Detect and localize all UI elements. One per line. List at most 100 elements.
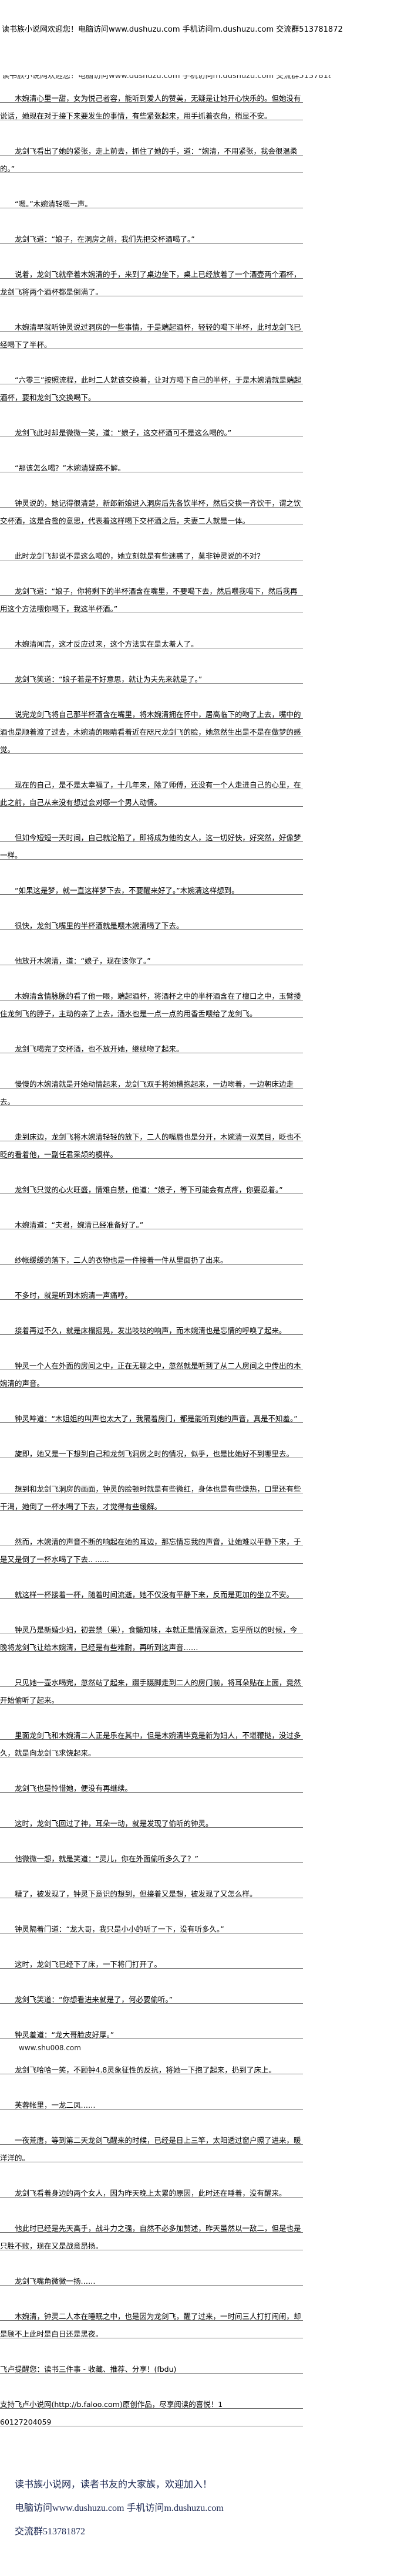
paragraph: 龙剑飞只觉的心火旺盛，情难自禁，他道：“娘子，等下可能会有点疼，你要忍着。” — [0, 1177, 303, 1194]
paragraph-text: 他此时已经是先天高手，战斗力之强，自然不必多加赘述，昨天虽然以一敌二，但是也是只… — [0, 2224, 301, 2250]
paragraph-text: 钟灵一个人在外面的房间之中，正在无聊之中，忽然就是听到了从二人房间之中传出的木婉… — [0, 1361, 301, 1388]
paragraph: 想到和龙剑飞洞房的画面，钟灵的脸顿时就是有些微红，身体也是有些燥热，口里还有些干… — [0, 1476, 303, 1511]
paragraph: 这时，龙剑飞回过了神，耳朵一动，就是发现了偷听的钟灵。 — [0, 1810, 303, 1828]
site-banner: 读书族小说网欢迎您！电脑访问www.dushuzu.com 手机访问m.dush… — [2, 25, 343, 34]
paragraph: 钟灵乃是新婚少妇，初尝禁（果），食髓知味，本就正是情深意浓，忘乎所以的时候，今晚… — [0, 1617, 303, 1652]
paragraph-text: 龙剑飞看着身边的两个女人，因为昨天晚上太累的原因，此时还在睡着，没有醒来。 — [15, 2189, 287, 2198]
paragraph: 木婉清闻言，这才反应过来，这个方法实在是太羞人了。 — [0, 631, 303, 648]
paragraph: 纱帐缓缓的落下，二人的衣物也是一件接着一件从里面扔了出来。 — [0, 1247, 303, 1265]
paragraph: 支持飞卢小说网(http://b.faloo.com)原创作品，尽享阅读的喜悦！… — [0, 2391, 303, 2426]
paragraph: 龙剑飞嘴角微微一扬…… — [0, 2268, 303, 2286]
paragraph-text: 不多时，就是听到木婉清一声痛哼。 — [15, 1291, 133, 1300]
paragraph: 说着，龙剑飞就牵着木婉清的手，来到了桌边坐下，桌上已经放着了一个酒壶两个酒杯，龙… — [0, 261, 303, 296]
paragraph-text: 旋即，她又是一下想到自己和龙剑飞洞房之时的情况，似乎，也是比她好不到哪里去。 — [15, 1449, 294, 1458]
paragraph-text: 说完龙剑飞将自己那半杯酒含在嘴里，将木婉清拥在怀中，居高临下的吻了上去，嘴中的酒… — [0, 710, 301, 754]
paragraph: 龙剑飞喝完了交杯酒，也不放开她，继续吻了起来。 — [0, 1036, 303, 1053]
paragraph: 钟灵隔着门道：“龙大哥，我只是小小的听了一下，没有听多久。” — [0, 1916, 303, 1933]
paragraph-text: 木婉清含情脉脉的看了他一眼，端起酒杯，将酒杯之中的半杯酒含在了檀口之中，玉臂搂住… — [0, 992, 301, 1018]
paragraph: 他放开木婉清，道：“娘子，现在该你了。” — [0, 948, 303, 965]
paragraph-text: 纱帐缓缓的落下，二人的衣物也是一件接着一件从里面扔了出来。 — [15, 1256, 228, 1265]
paragraph: 走到床边，龙剑飞将木婉清轻轻的放下，二人的嘴唇也是分开，木婉清一双美目，眨也不眨… — [0, 1124, 303, 1159]
site-banner-cropped-text: 读书族小说网欢迎您！电脑访问www.dushuzu.com 手机访问m.dush… — [2, 75, 331, 80]
paragraph-text: 龙剑飞道：“娘子，在洞房之前，我们先把交杯酒喝了。” — [15, 235, 195, 244]
paragraph-text: 钟灵羞道：“龙大哥脸皮好厚。” — [15, 2030, 114, 2039]
paragraph: 木婉清，钟灵二人本在睡眠之中，也是因为龙剑飞，醒了过来，一时间三人打打闹闹，却是… — [0, 2303, 303, 2338]
paragraph-text: “六零三”按照流程，此时二人就该交换着，让对方喝下自己的半杯，于是木婉清就是端起… — [0, 376, 301, 402]
paragraph: 钟灵一个人在外面的房间之中，正在无聊之中，忽然就是听到了从二人房间之中传出的木婉… — [0, 1353, 303, 1388]
paragraph-text: 但如今短短一天时间，自己就沦陷了，即将成为他的女人，这一切好快，好突然，好像梦一… — [0, 833, 301, 860]
paragraph-text: 现在的自己，是不是太幸福了，十几年来，除了师傅，还没有一个人走进自己的心里，在此… — [0, 780, 301, 807]
paragraph-text: 龙剑飞嘴角微微一扬…… — [15, 2277, 96, 2286]
paragraph-text: 只见她一壶水喝完，忽然站了起来，蹑手蹑脚走到二人的房门前，将耳朵贴在上面，竟然开… — [0, 1678, 301, 1705]
paragraph-text: 飞卢提醒您：读书三件事 - 收藏、推荐、分享！(fbdu) — [0, 2365, 177, 2374]
footer-welcome: 读书族小说网，读者书友的大家族，欢迎加入！ — [15, 2480, 213, 2490]
paragraph-text: 龙剑飞笑道：“你想看进来就是了，何必要偷听。” — [15, 1995, 173, 2004]
paragraph-text: 龙剑飞道：“娘子，你将剩下的半杯酒含在嘴里，不要喝下去，然后喂我喝下，然后我再用… — [0, 587, 298, 613]
footer-access-links[interactable]: 电脑访问www.dushuzu.com 手机访问m.dushuzu.com — [15, 2503, 224, 2513]
paragraph-text: 龙剑飞只觉的心火旺盛，情难自禁，他道：“娘子，等下可能会有点疼，你要忍着。” — [15, 1185, 283, 1194]
paragraph-text: 龙剑飞也是怜惜她，便没有再继续。 — [15, 1784, 133, 1793]
paragraph-text: 钟灵隔着门道：“龙大哥，我只是小小的听了一下，没有听多久。” — [15, 1925, 224, 1933]
paragraph: 说完龙剑飞将自己那半杯酒含在嘴里，将木婉清拥在怀中，居高临下的吻了上去，嘴中的酒… — [0, 701, 303, 754]
paragraph-text: 然而，木婉清的声音不断的响起在她的耳边，那忘情忘我的声音，让她难以平静下来，于是… — [0, 1537, 301, 1564]
paragraph-text: 龙剑飞喝完了交杯酒，也不放开她，继续吻了起来。 — [15, 1044, 184, 1053]
paragraph: 木婉清含情脉脉的看了他一眼，端起酒杯，将酒杯之中的半杯酒含在了檀口之中，玉臂搂住… — [0, 983, 303, 1018]
paragraph: 龙剑飞此时却是微微一笑，道：“娘子，这交杯酒可不是这么喝的。” — [0, 420, 303, 437]
footer-group-number: 交流群513781872 — [15, 2527, 86, 2537]
paragraph-text: 一夜荒唐，等到第二天龙剑飞醒来的时候，已经是日上三竿，太阳透过窗户照了进来，暖洋… — [0, 2136, 301, 2162]
paragraph: 然而，木婉清的声音不断的响起在她的耳边，那忘情忘我的声音，让她难以平静下来，于是… — [0, 1529, 303, 1564]
paragraph: “六零三”按照流程，此时二人就该交换着，让对方喝下自己的半杯，于是木婉清就是端起… — [0, 367, 303, 402]
paragraph-text: 龙剑飞哈哈一笑，不顾钟4.8灵象征性的反抗，将她一下抱了起来，扔到了床上。 — [15, 2065, 276, 2074]
chapter-content: 木婉清心里一甜，女为悦己者容，能听到爱人的赞美，无疑是让她开心快乐的。但她没有说… — [0, 85, 303, 2444]
paragraph-text: 里面龙剑飞和木婉清二人正是乐在其中，但是木婉清毕竟是新为妇人，不堪鞭挞，没过多久… — [0, 1731, 301, 1757]
paragraph-text: 龙剑飞看出了她的紧张，走上前去，抓住了她的手，道：“婉清，不用紧张，我会很温柔的… — [0, 147, 298, 173]
paragraph: 龙剑飞笑道：“娘子若是不好意思，就让为夫先来就是了。” — [0, 666, 303, 684]
paragraph: 他此时已经是先天高手，战斗力之强，自然不必多加赘述，昨天虽然以一敌二，但是也是只… — [0, 2215, 303, 2250]
paragraph-text: “如果这是梦，就一直这样梦下去，不要醒来好了。”木婉清这样想到。 — [15, 886, 239, 895]
paragraph: 龙剑飞看着身边的两个女人，因为昨天晚上太累的原因，此时还在睡着，没有醒来。 — [0, 2180, 303, 2198]
paragraph-text: 芙蓉帐里，一龙二凤…… — [15, 2101, 96, 2110]
paragraph-text: 龙剑飞此时却是微微一笑，道：“娘子，这交杯酒可不是这么喝的。” — [15, 428, 232, 437]
paragraph: 龙剑飞道：“娘子，你将剩下的半杯酒含在嘴里，不要喝下去，然后喂我喝下，然后我再用… — [0, 578, 303, 613]
paragraph: 很快，龙剑飞嘴里的半杯酒就是喂木婉清喝了下去。 — [0, 912, 303, 930]
paragraph: “嗯。”木婉清轻嗯一声。 — [0, 191, 303, 208]
paragraph: 木婉清早就听钟灵说过洞房的一些事情，于是端起酒杯，轻轻的喝下半杯，此时龙剑飞已经… — [0, 314, 303, 349]
paragraph: 龙剑飞笑道：“你想看进来就是了，何必要偷听。” — [0, 1986, 303, 2004]
paragraph: 龙剑飞道：“娘子，在洞房之前，我们先把交杯酒喝了。” — [0, 226, 303, 244]
paragraph-text: “嗯。”木婉清轻嗯一声。 — [15, 200, 92, 208]
paragraph-text: 很快，龙剑飞嘴里的半杯酒就是喂木婉清喝了下去。 — [15, 921, 184, 930]
paragraph-text: 就这样一杯接着一杯，随着时间流逝，她不仅没有平静下来，反而是更加的坐立不安。 — [15, 1590, 294, 1599]
paragraph: www.shu008.com 龙剑飞哈哈一笑，不顾钟4.8灵象征性的反抗，将她一下… — [0, 2044, 303, 2074]
paragraph-text: 接着再过不久，就是床榻摇晃，发出吱吱的响声，而木婉清也是忘情的呼唤了起来。 — [15, 1326, 287, 1335]
paragraph-text: 龙剑飞笑道：“娘子若是不好意思，就让为夫先来就是了。” — [15, 675, 203, 684]
paragraph-text: 想到和龙剑飞洞房的画面，钟灵的脸顿时就是有些微红，身体也是有些燥热，口里还有些干… — [0, 1485, 301, 1511]
paragraph-text: 走到床边，龙剑飞将木婉清轻轻的放下，二人的嘴唇也是分开，木婉清一双美目，眨也不眨… — [0, 1133, 301, 1159]
paragraph-text: 木婉清道：“夫君，婉清已经准备好了。” — [15, 1221, 144, 1229]
paragraph: “那该怎么喝？”木婉清疑惑不解。 — [0, 455, 303, 472]
paragraph-text: 钟灵乃是新婚少妇，初尝禁（果），食髓知味，本就正是情深意浓，忘乎所以的时候，今晚… — [0, 1625, 298, 1652]
paragraph-text: 木婉清早就听钟灵说过洞房的一些事情，于是端起酒杯，轻轻的喝下半杯，此时龙剑飞已经… — [0, 323, 301, 349]
paragraph: 飞卢提醒您：读书三件事 - 收藏、推荐、分享！(fbdu) — [0, 2356, 303, 2374]
paragraph: 现在的自己，是不是太幸福了，十几年来，除了师傅，还没有一个人走进自己的心里，在此… — [0, 772, 303, 807]
paragraph: 里面龙剑飞和木婉清二人正是乐在其中，但是木婉清毕竟是新为妇人，不堪鞭挞，没过多久… — [0, 1722, 303, 1757]
paragraph-text: 木婉清，钟灵二人本在睡眠之中，也是因为龙剑飞，醒了过来，一时间三人打打闹闹，却是… — [0, 2312, 301, 2338]
paragraph: 这时，龙剑飞已经下了床，一下将门打开了。 — [0, 1951, 303, 1969]
site-banner-cropped: 读书族小说网欢迎您！电脑访问www.dushuzu.com 手机访问m.dush… — [2, 75, 331, 81]
inline-ad-url: www.shu008.com — [19, 2044, 81, 2052]
paragraph: 钟灵啐道：“木姐姐的叫声也太大了，我隔着房门，都是能听到她的声音，真是不知羞。” — [0, 1405, 303, 1423]
paragraph: 就这样一杯接着一杯，随着时间流逝，她不仅没有平静下来，反而是更加的坐立不安。 — [0, 1581, 303, 1599]
paragraph-text: “那该怎么喝？”木婉清疑惑不解。 — [15, 464, 125, 472]
paragraph: 木婉清道：“夫君，婉清已经准备好了。” — [0, 1212, 303, 1229]
paragraph-text: 糟了，被发现了，钟灵下意识的想到，但接着又是想，被发现了又怎么样。 — [15, 1889, 257, 1898]
paragraph-text: 他微微一想，就是笑道：“灵儿，你在外面偷听多久了？” — [15, 1854, 198, 1863]
paragraph-text: 木婉清闻言，这才反应过来，这个方法实在是太羞人了。 — [15, 640, 198, 648]
paragraph: 只见她一壶水喝完，忽然站了起来，蹑手蹑脚走到二人的房门前，将耳朵贴在上面，竟然开… — [0, 1669, 303, 1705]
paragraph-text: 他放开木婉清，道：“娘子，现在该你了。” — [15, 956, 151, 965]
paragraph: 钟灵羞道：“龙大哥脸皮好厚。” — [0, 2021, 303, 2039]
paragraph: 旋即，她又是一下想到自己和龙剑飞洞房之时的情况，似乎，也是比她好不到哪里去。 — [0, 1441, 303, 1458]
paragraph-text: 慢慢的木婉清就是开始动情起来，龙剑飞双手将她横抱起来，一边吻着，一边朝床边走去。 — [0, 1080, 294, 1106]
paragraph: 不多时，就是听到木婉清一声痛哼。 — [0, 1282, 303, 1300]
paragraph-text: 钟灵说的，她记得很清楚，新郎新娘进入洞房后先各饮半杯，然后交换一齐饮干，谓之饮交… — [0, 499, 301, 525]
paragraph: 他微微一想，就是笑道：“灵儿，你在外面偷听多久了？” — [0, 1845, 303, 1863]
paragraph: 钟灵说的，她记得很清楚，新郎新娘进入洞房后先各饮半杯，然后交换一齐饮干，谓之饮交… — [0, 490, 303, 525]
